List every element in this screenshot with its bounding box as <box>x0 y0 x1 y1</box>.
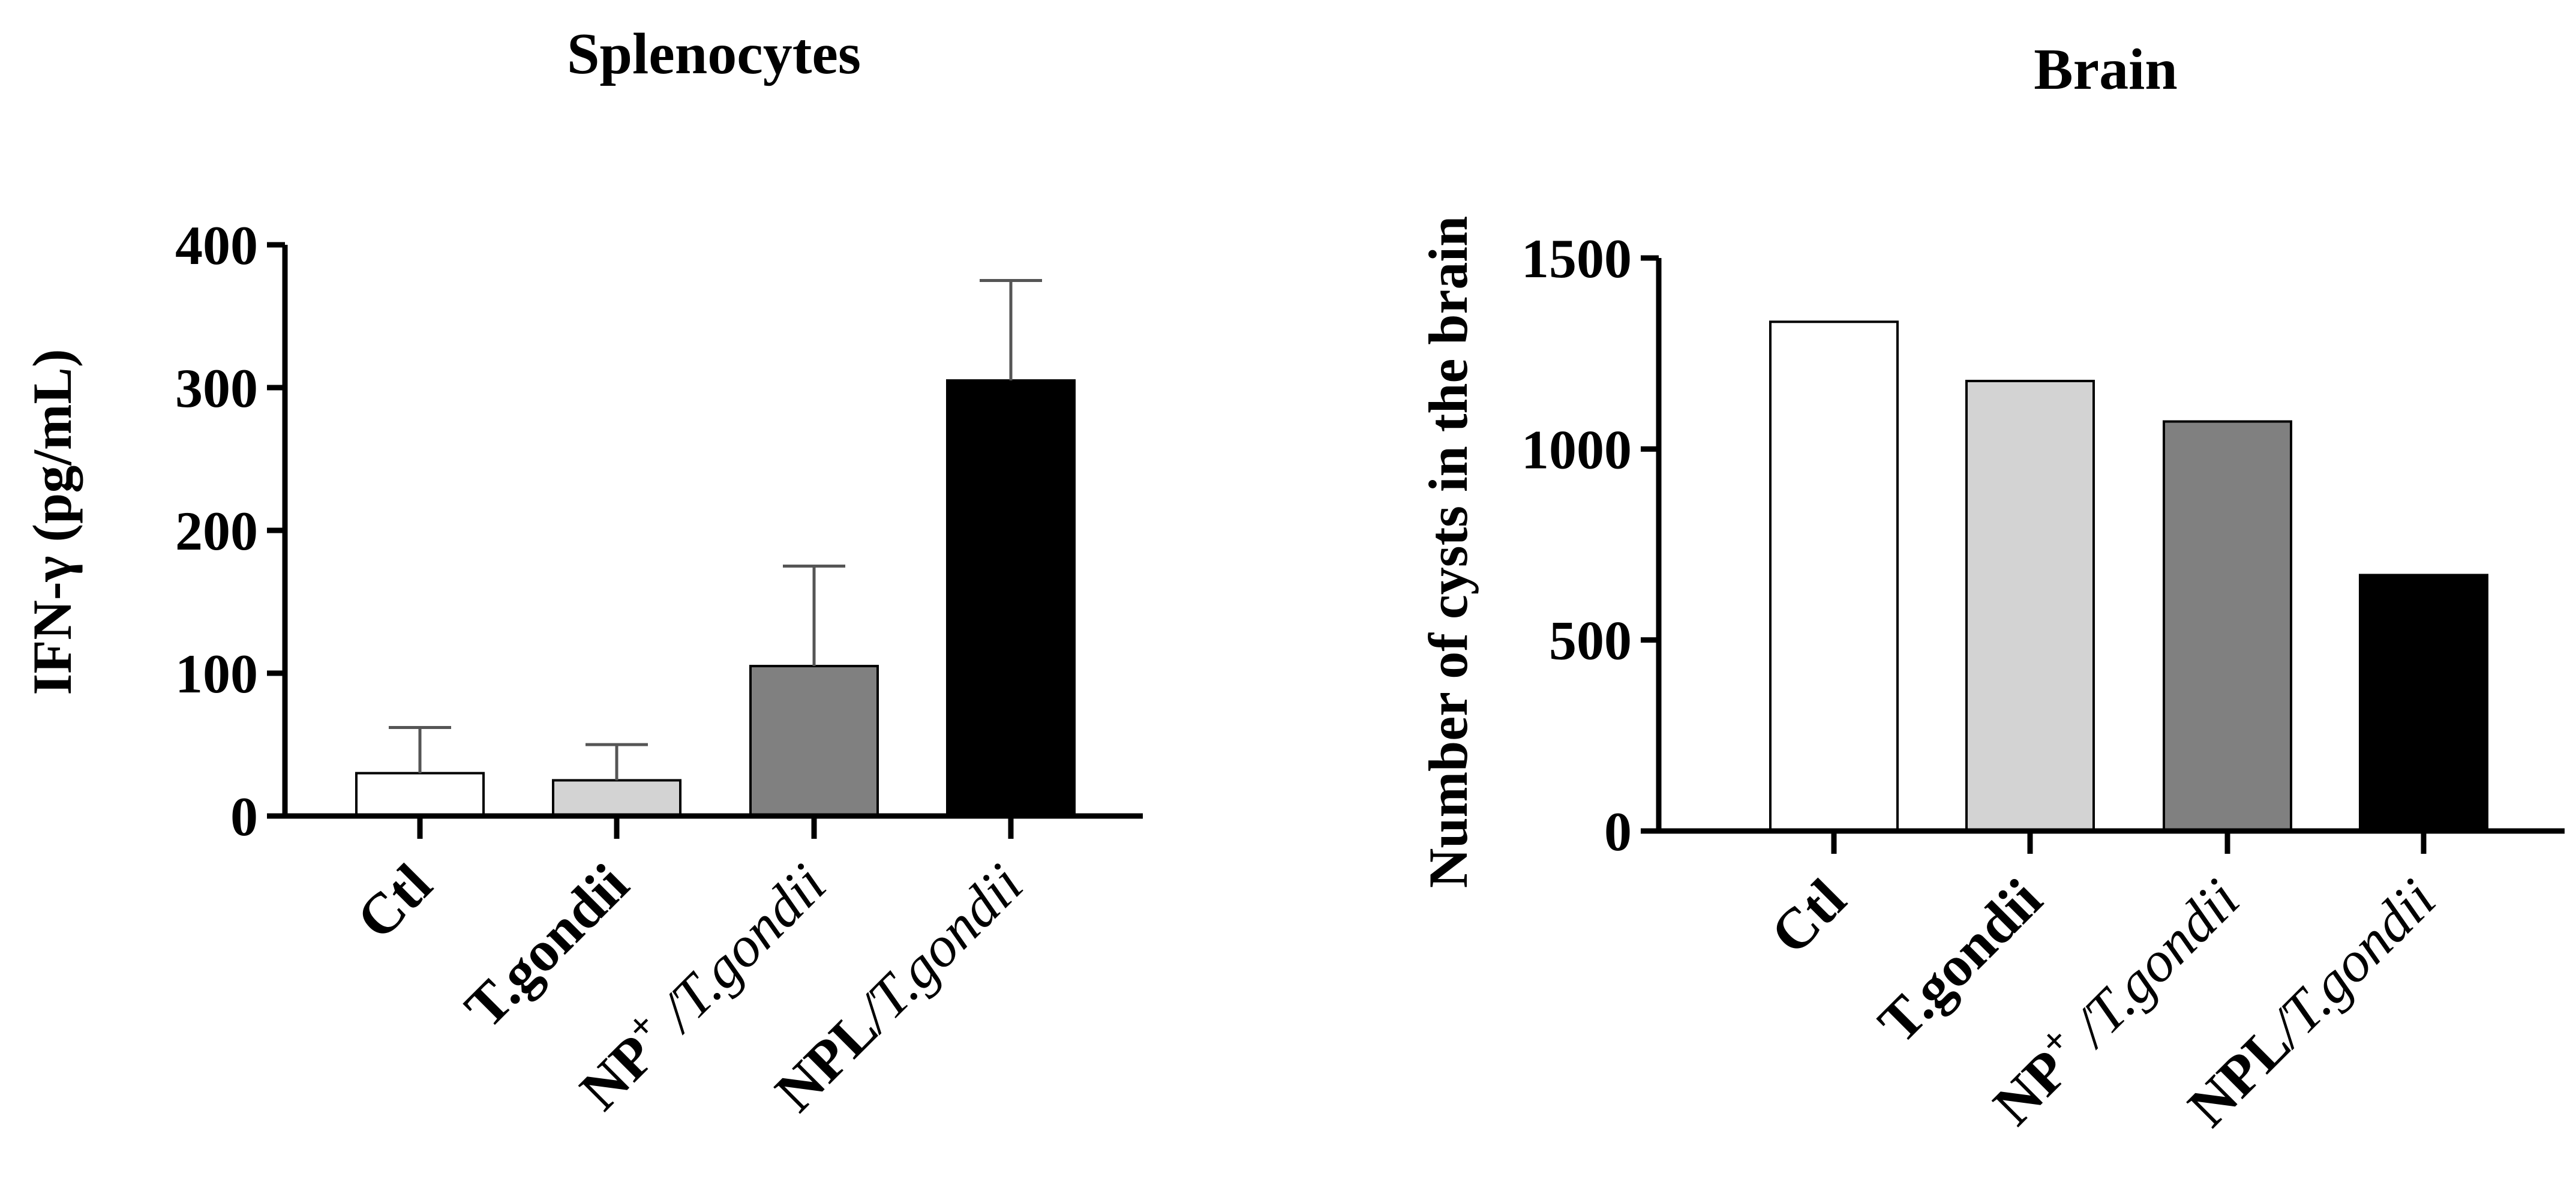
y-tick-label: 300 <box>175 358 258 419</box>
y-tick-label: 0 <box>1604 801 1632 862</box>
y-axis-label: Number of cysts in the brain <box>1418 216 1479 888</box>
bar <box>552 779 681 817</box>
bar <box>749 665 879 817</box>
x-tick-label: T.gondii <box>452 851 641 1040</box>
y-tick-label: 100 <box>175 643 258 704</box>
bar <box>355 772 485 817</box>
chart-title: Splenocytes <box>567 22 861 86</box>
x-tick-label: Ctl <box>1758 866 1858 966</box>
y-axis-label: IFN-γ (pg/mL) <box>22 349 83 695</box>
bar <box>1769 320 1899 832</box>
bar <box>2359 574 2488 833</box>
bar <box>2163 420 2292 832</box>
y-tick-label: 400 <box>175 215 258 276</box>
y-tick-label: 0 <box>230 786 258 847</box>
chart-splenocytes: Splenocytes IFN-γ (pg/mL) 0 100 200 300 400 Ctl… <box>22 22 1143 1124</box>
x-tick-label: T.gondii <box>1866 866 2054 1055</box>
chart-title: Brain <box>2034 37 2178 102</box>
chart-brain: Brain Number of cysts in the brain 0 500 100… <box>1418 37 2565 1139</box>
y-tick-label: 500 <box>1549 610 1632 671</box>
bar <box>1965 380 2095 832</box>
y-tick-label: 1000 <box>1521 419 1632 480</box>
x-tick-label: Ctl <box>344 851 444 951</box>
y-tick-label: 200 <box>175 500 258 562</box>
y-tick-label: 1500 <box>1521 228 1632 289</box>
bar <box>946 379 1076 817</box>
